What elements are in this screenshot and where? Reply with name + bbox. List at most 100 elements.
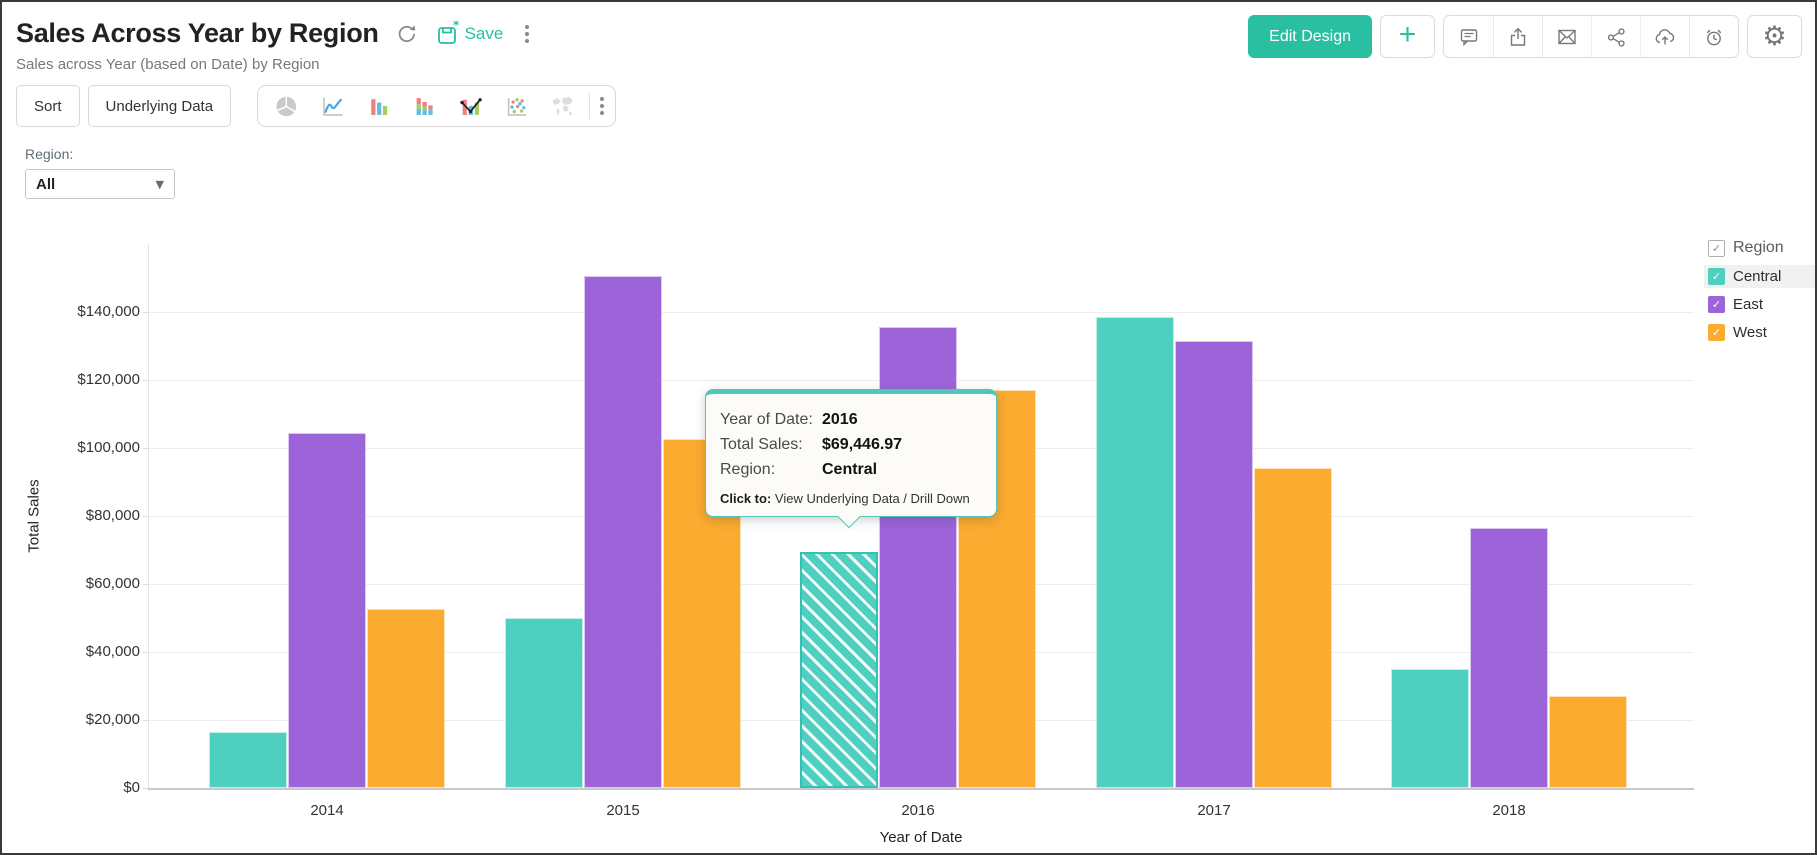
settings-button[interactable]: ⚙ — [1747, 15, 1802, 58]
alerts-button[interactable] — [1689, 16, 1738, 57]
divider — [589, 93, 591, 119]
stacked-bar-chart-icon — [411, 93, 438, 120]
bar-central-2016[interactable] — [800, 552, 878, 788]
bar-central-2015[interactable] — [505, 618, 583, 788]
legend-item-west[interactable]: ✓ West — [1704, 321, 1815, 344]
tooltip-label: Region: — [720, 461, 776, 478]
chart-type-bar[interactable] — [355, 86, 401, 126]
export-button[interactable] — [1493, 16, 1542, 57]
chart-type-pie[interactable] — [263, 86, 309, 126]
tooltip-row: Region: Central — [720, 457, 982, 482]
bar-east-2014[interactable] — [288, 433, 366, 788]
legend-title: Region — [1733, 239, 1784, 256]
y-tick-label: $40,000 — [85, 643, 140, 660]
region-filter-label: Region: — [25, 146, 74, 162]
region-filter-select[interactable]: All ▼ — [25, 169, 175, 199]
sort-button[interactable]: Sort — [16, 85, 80, 127]
tooltip-row: Total Sales: $69,446.97 — [720, 432, 982, 457]
bar-east-2018[interactable] — [1470, 528, 1548, 788]
legend-checkbox-west[interactable]: ✓ — [1708, 324, 1725, 341]
bar-east-2017[interactable] — [1175, 341, 1253, 788]
tooltip-label: Year of Date: — [720, 411, 813, 428]
x-tick-label-2016: 2016 — [901, 802, 935, 819]
tooltip-value: $69,446.97 — [822, 436, 903, 453]
y-axis-title: Total Sales — [25, 479, 43, 553]
share-icon — [1605, 26, 1627, 48]
plus-icon: + — [1398, 18, 1417, 51]
y-tick-label: $0 — [123, 779, 140, 796]
tooltip-arrow — [837, 505, 861, 529]
bar-east-2015[interactable] — [584, 276, 662, 788]
bar-west-2018[interactable] — [1549, 696, 1627, 788]
page-subtitle: Sales across Year (based on Date) by Reg… — [16, 56, 320, 73]
bar-chart-icon — [365, 93, 392, 120]
tooltip-label: Total Sales: — [720, 436, 803, 453]
export-icon — [1507, 26, 1529, 48]
axis-tick — [143, 652, 148, 653]
y-tick-label: $60,000 — [85, 575, 140, 592]
legend-header[interactable]: ✓ Region — [1704, 236, 1815, 260]
save-label: Save — [464, 23, 504, 43]
header-actions: Edit Design + — [1248, 15, 1802, 58]
chart-type-combo[interactable] — [447, 86, 493, 126]
title-more-menu-icon[interactable] — [519, 21, 535, 47]
tooltip-click-hint: Click to: View Underlying Data / Drill D… — [720, 491, 970, 506]
y-tick-label: $20,000 — [85, 711, 140, 728]
add-button[interactable]: + — [1380, 15, 1435, 58]
combo-chart-icon — [457, 93, 484, 120]
refresh-icon[interactable] — [395, 22, 419, 46]
legend-checkbox-east[interactable]: ✓ — [1708, 296, 1725, 313]
chart-type-stacked-bar[interactable] — [401, 86, 447, 126]
x-axis-title: Year of Date — [879, 829, 963, 846]
line-chart-icon — [319, 93, 346, 120]
underlying-data-button[interactable]: Underlying Data — [87, 85, 232, 127]
publish-button[interactable] — [1640, 16, 1689, 57]
chevron-down-icon: ▼ — [155, 177, 164, 191]
legend-item-east[interactable]: ✓ East — [1704, 293, 1815, 316]
cloud-upload-icon — [1653, 25, 1677, 49]
legend-item-central[interactable]: ✓ Central — [1704, 265, 1815, 288]
bar-central-2018[interactable] — [1391, 669, 1469, 788]
chart-canvas: Year of Date: 2016 Total Sales: $69,446.… — [2, 232, 1815, 853]
comments-button[interactable] — [1444, 16, 1493, 57]
alarm-icon — [1703, 26, 1725, 48]
email-button[interactable] — [1542, 16, 1591, 57]
region-filter-value: All — [36, 175, 56, 193]
svg-text:*: * — [453, 21, 460, 32]
chart-type-switcher — [257, 85, 617, 127]
save-button[interactable]: * Save — [435, 21, 504, 47]
y-tick-label: $80,000 — [85, 507, 140, 524]
y-tick-label: $140,000 — [77, 303, 140, 320]
axis-tick — [143, 720, 148, 721]
x-axis-line — [148, 788, 1694, 790]
tooltip-row: Year of Date: 2016 — [720, 407, 982, 432]
tooltip-value: Central — [822, 461, 878, 478]
chart-type-map[interactable] — [539, 86, 585, 126]
chart-type-scatter[interactable] — [493, 86, 539, 126]
edit-design-button[interactable]: Edit Design — [1248, 15, 1372, 58]
region-filter: Region: All ▼ — [25, 146, 1815, 199]
bar-west-2014[interactable] — [367, 609, 445, 788]
x-tick-label-2018: 2018 — [1492, 802, 1526, 819]
axis-tick — [143, 448, 148, 449]
chart-tooltip: Year of Date: 2016 Total Sales: $69,446.… — [705, 389, 997, 529]
axis-tick — [143, 788, 148, 789]
bar-central-2017[interactable] — [1096, 317, 1174, 788]
bar-central-2014[interactable] — [209, 732, 287, 788]
save-icon: * — [435, 21, 461, 47]
comment-icon — [1458, 26, 1480, 48]
header-icon-group — [1443, 15, 1739, 58]
gear-icon: ⚙ — [1762, 21, 1787, 52]
tooltip-value: 2016 — [822, 411, 858, 428]
gridline — [148, 312, 1694, 313]
axis-tick — [143, 516, 148, 517]
axis-tick — [143, 584, 148, 585]
chart-type-more-icon[interactable] — [594, 93, 610, 119]
share-button[interactable] — [1591, 16, 1640, 57]
chart-type-line[interactable] — [309, 86, 355, 126]
legend-all-checkbox[interactable]: ✓ — [1708, 239, 1725, 257]
x-tick-label-2014: 2014 — [310, 802, 344, 819]
legend-checkbox-central[interactable]: ✓ — [1708, 268, 1725, 285]
bar-west-2017[interactable] — [1254, 468, 1332, 788]
